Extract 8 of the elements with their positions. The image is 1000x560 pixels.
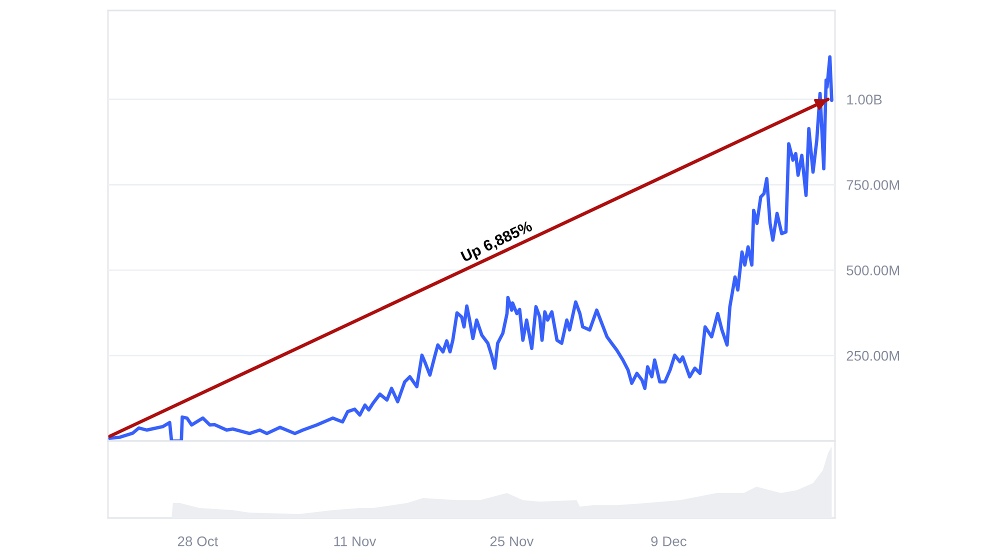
x-tick-label: 25 Nov bbox=[490, 536, 534, 546]
x-tick-label: 11 Nov bbox=[334, 536, 376, 546]
x-tick-label: 9 Dec bbox=[651, 536, 686, 546]
y-tick-label: 250.00M bbox=[846, 350, 900, 361]
y-tick-label: 500.00M bbox=[846, 266, 900, 276]
y-tick-label: 1.00B bbox=[847, 94, 882, 105]
x-tick-label: 28 Oct bbox=[178, 536, 218, 546]
y-tick-label: 750.00M bbox=[846, 180, 900, 190]
